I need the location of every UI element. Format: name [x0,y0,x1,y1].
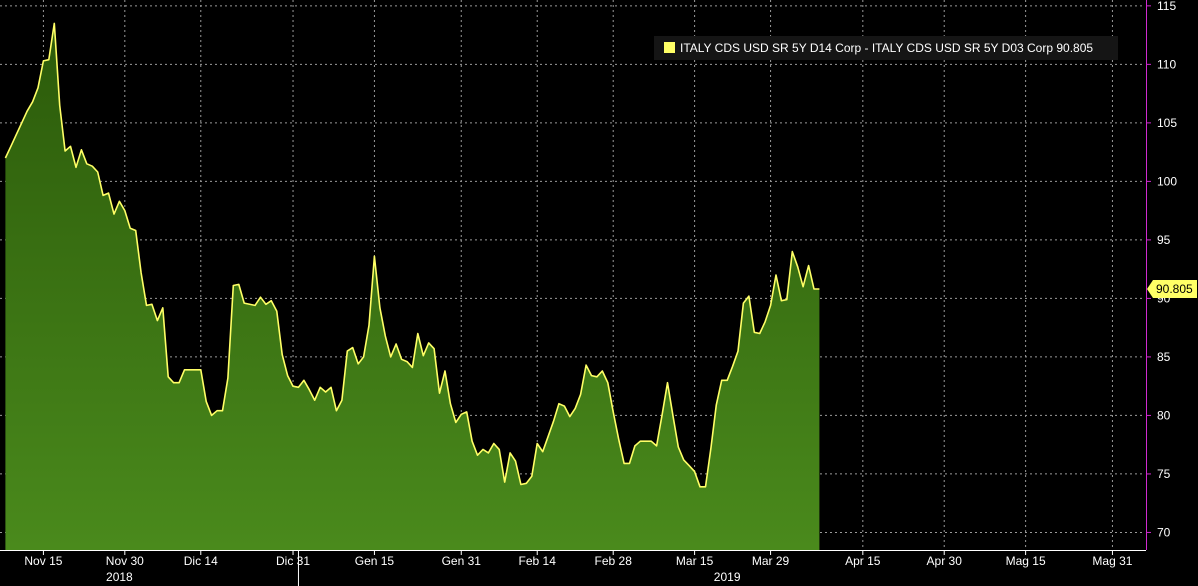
x-tick-label: Nov 30 [106,554,144,568]
y-tick-label: 100 [1157,174,1177,188]
last-value-marker: 90.805 [1147,279,1197,298]
x-tick-label: Mag 15 [1006,554,1046,568]
x-tick-label: Apr 15 [845,554,881,568]
y-tick-label: 70 [1157,525,1171,539]
x-tick-label: Feb 14 [519,554,557,568]
x-tick-label: Feb 28 [595,554,633,568]
x-axis: Nov 15 Nov 30 Dic 14 Dic 31 Gen 15 Gen 31 Feb … [0,550,1146,586]
y-tick-label: 115 [1157,0,1176,13]
year-label: 2019 [714,570,741,584]
legend-swatch [664,42,675,53]
x-tick-label: Apr 30 [927,554,963,568]
x-tick-label: Dic 31 [276,554,310,568]
x-tick-label: Nov 15 [24,554,62,568]
x-tick-label: Gen 31 [442,554,482,568]
last-value-badge [1147,279,1197,298]
series-area [4,22,820,550]
y-tick-label: 110 [1157,57,1176,71]
legend-box [654,36,1118,60]
legend-label: ITALY CDS USD SR 5Y D14 Corp - ITALY CDS… [680,41,1093,55]
x-tick-label: Mag 31 [1092,554,1132,568]
last-value-label: 90.805 [1156,282,1193,296]
y-tick-label: 85 [1157,350,1171,364]
series-fill [5,23,820,550]
y-tick-label: 80 [1157,408,1171,422]
x-tick-label: Gen 15 [355,554,395,568]
x-tick-label: Dic 14 [184,554,218,568]
series-line [4,22,820,488]
y-tick-label: 95 [1157,233,1171,247]
legend: ITALY CDS USD SR 5Y D14 Corp - ITALY CDS… [654,36,1118,60]
y-tick-label: 105 [1157,116,1177,130]
grid [0,0,1145,550]
x-tick-label: Mar 29 [752,554,790,568]
y-tick-label: 75 [1157,467,1171,481]
year-label: 2018 [106,570,133,584]
x-tick-label: Mar 15 [676,554,714,568]
